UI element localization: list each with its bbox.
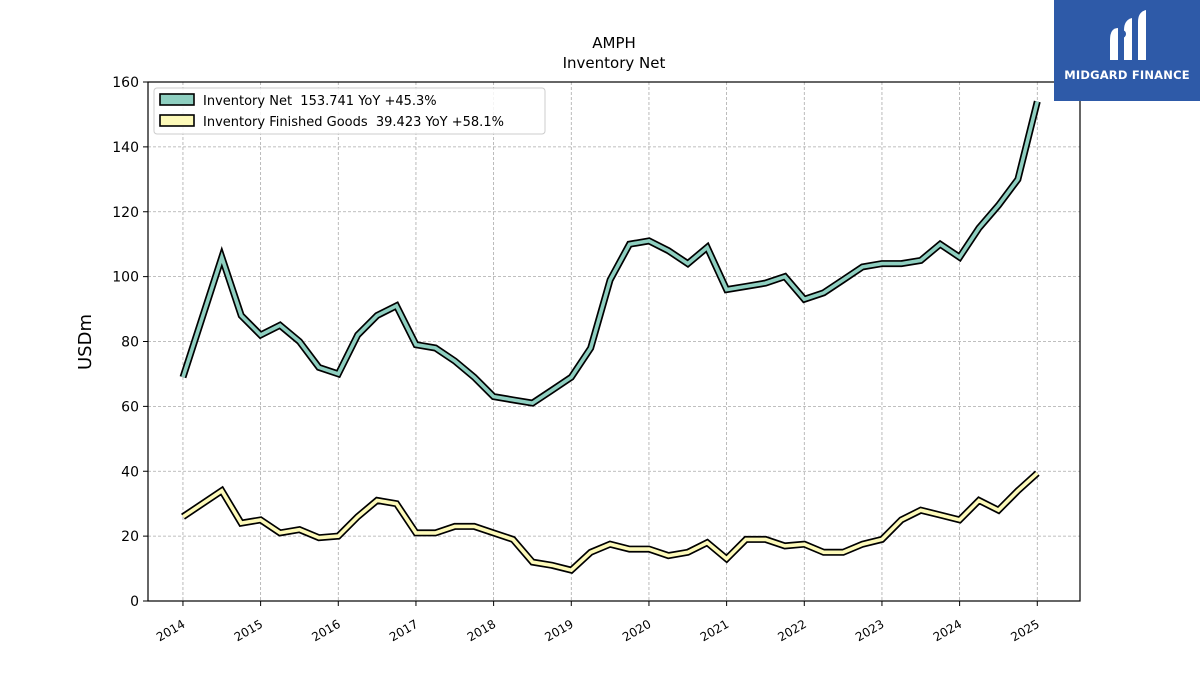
series-line-inventory-net — [181, 101, 1040, 405]
legend-swatch-finished-goods — [159, 114, 195, 127]
y-tick-label: 60 — [121, 399, 139, 415]
x-ticks: 2014 2015 2016 2017 2018 2019 2020 2021 2022 2023… — [154, 601, 1042, 644]
series-line-outline-finished-goods — [181, 470, 1040, 575]
series-layer — [179, 100, 1041, 575]
x-tick-label: 2019 — [542, 617, 575, 644]
x-tick-label: 2020 — [620, 617, 653, 644]
y-tick-label: 140 — [112, 140, 139, 156]
logo: MIDGARD FINANCE — [1054, 0, 1200, 101]
x-tick-label: 2023 — [853, 617, 886, 644]
y-tick-label: 20 — [121, 529, 139, 545]
x-tick-label: 2017 — [387, 617, 420, 644]
logo-icon — [1110, 10, 1146, 60]
x-tick-label: 2016 — [309, 617, 342, 644]
y-tick-label: 80 — [121, 335, 139, 351]
x-tick-label: 2021 — [698, 617, 731, 644]
y-tick-label: 0 — [130, 594, 139, 610]
series-line-finished-goods — [181, 471, 1039, 573]
logo-text: MIDGARD FINANCE — [1064, 68, 1190, 82]
x-tick-label: 2025 — [1008, 617, 1041, 644]
x-tick-label: 2018 — [465, 617, 498, 644]
y-ticks: 0 20 40 60 80 100 120 140 160 — [112, 75, 148, 610]
chart-subtitle: Inventory Net — [563, 54, 666, 72]
x-tick-label: 2024 — [931, 617, 964, 644]
y-tick-label: 120 — [112, 205, 139, 221]
legend-swatch-inventory-net — [159, 93, 195, 106]
legend-box — [153, 87, 546, 135]
chart-title: AMPH — [592, 34, 636, 52]
y-tick-label: 40 — [121, 464, 139, 480]
x-tick-label: 2014 — [154, 617, 187, 644]
y-axis-label: USDm — [75, 314, 96, 370]
legend-label-inventory-net: Inventory Net 153.741 YoY +45.3% — [203, 94, 437, 109]
x-tick-label: 2015 — [232, 617, 265, 644]
x-tick-label: 2022 — [775, 617, 808, 644]
y-tick-label: 160 — [112, 75, 139, 91]
legend-label-finished-goods: Inventory Finished Goods 39.423 YoY +58.… — [203, 115, 504, 130]
grid — [148, 81, 1080, 602]
y-tick-label: 100 — [112, 270, 139, 286]
legend: Inventory Net 153.741 YoY +45.3% Invento… — [153, 87, 546, 135]
